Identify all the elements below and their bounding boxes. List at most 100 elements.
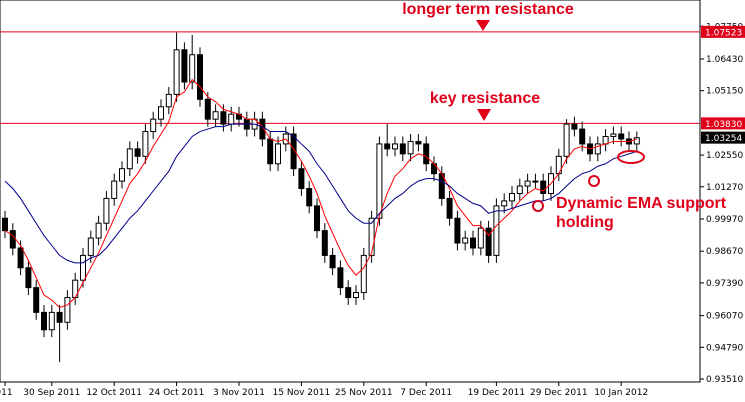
highlight-circle: [588, 175, 600, 187]
candle-body: [228, 113, 235, 125]
candle-body: [111, 180, 118, 199]
candle-body: [290, 133, 297, 170]
y-tick-label: 0.96070: [706, 312, 743, 322]
candle-body: [532, 180, 539, 183]
candle-body: [392, 143, 398, 150]
arrow: [476, 20, 490, 31]
x-tick-label: 24 Oct 2011: [149, 388, 205, 398]
plot-layer: 1.077501.064301.051501.025501.012700.999…: [0, 22, 745, 398]
level-label: 1.03830: [705, 120, 742, 130]
candle-body: [80, 254, 86, 281]
ema-line: [4, 123, 637, 264]
candle-body: [477, 227, 484, 249]
x-tick-label: 10 Jan 2012: [594, 388, 648, 398]
candle-body: [579, 128, 586, 145]
candle-body: [212, 111, 219, 120]
candle-body: [259, 118, 266, 140]
candle-body: [384, 143, 391, 150]
candle-body: [454, 217, 461, 244]
x-tick-label: 011: [0, 388, 13, 398]
candle-body: [360, 254, 367, 294]
x-tick-label: 30 Sep 2011: [23, 388, 80, 398]
candle-body: [368, 217, 375, 256]
x-tick-label: 15 Nov 2011: [273, 388, 331, 398]
annotation: key resistance: [430, 90, 540, 107]
candle-body: [462, 237, 469, 244]
candle-body: [298, 168, 305, 190]
candle-body: [103, 197, 110, 224]
candle-body: [516, 185, 523, 194]
candle-body: [501, 200, 508, 207]
x-tick-label: 19 Dec 2011: [468, 388, 526, 398]
y-tick-label: 1.02550: [706, 151, 743, 161]
candle-body: [95, 222, 102, 239]
candle-body: [571, 123, 578, 130]
candle-body: [610, 133, 617, 137]
candle-body: [17, 247, 24, 269]
candle-body: [56, 311, 63, 323]
y-tick-label: 0.93510: [706, 375, 743, 385]
candle-body: [64, 297, 71, 323]
candle-body: [563, 123, 570, 157]
y-tick-label: 0.94790: [706, 343, 743, 353]
y-tick-label: 1.06430: [706, 55, 743, 65]
price-label-box: [701, 131, 745, 144]
candle-body: [399, 143, 406, 155]
candle-body: [485, 227, 492, 256]
candle-body: [376, 143, 383, 219]
candle-body: [493, 205, 500, 256]
candle-body: [415, 140, 422, 145]
candle-body: [470, 237, 476, 249]
candle-body: [345, 287, 352, 299]
level-label-box: [701, 25, 745, 38]
highlight-circle: [617, 150, 645, 164]
candle-body: [2, 217, 8, 232]
x-tick-label: 3 Nov 2011: [213, 388, 265, 398]
x-tick-label: 12 Oct 2011: [86, 388, 142, 398]
annotation: holding: [556, 214, 614, 231]
x-tick-label: 25 Nov 2011: [335, 388, 393, 398]
candle-body: [9, 230, 16, 249]
y-tick-label: 0.99970: [706, 215, 743, 225]
candle-body: [220, 111, 227, 125]
highlight-circle: [532, 200, 544, 212]
candle-body: [87, 237, 94, 256]
candle-body: [197, 54, 203, 100]
candle-body: [633, 137, 640, 145]
candle-body: [329, 254, 336, 269]
candle-body: [321, 230, 328, 256]
candle-body: [204, 98, 211, 120]
candle-body: [407, 140, 414, 155]
candle-body: [150, 118, 157, 133]
x-tick-label: 7 Dec 2011: [400, 388, 452, 398]
candle-body: [306, 188, 313, 207]
candle-body: [524, 180, 531, 187]
annotation: longer term resistance: [402, 1, 574, 18]
candle-body: [181, 49, 188, 83]
candle-body: [353, 292, 359, 299]
candle-body: [509, 192, 515, 202]
candle-body: [173, 49, 180, 95]
arrow: [477, 109, 491, 121]
candle-body: [41, 311, 47, 331]
plot-frame: [0, 0, 701, 383]
y-tick-label: 1.01270: [706, 183, 743, 193]
candle-body: [314, 205, 320, 232]
candle-body: [267, 138, 274, 165]
candle-body: [25, 267, 32, 289]
level-label: 1.07523: [705, 28, 742, 38]
candle-body: [446, 197, 453, 219]
y-tick-label: 0.97390: [706, 279, 743, 289]
candle-body: [540, 180, 547, 194]
annotation: Dynamic EMA support: [556, 195, 727, 212]
candle-body: [602, 135, 609, 145]
y-tick-label: 0.98670: [706, 247, 743, 257]
candle-body: [423, 143, 430, 165]
candle-body: [48, 311, 55, 331]
candle-body: [189, 54, 196, 83]
price-label: 1.03254: [705, 134, 742, 144]
ema-line: [4, 78, 637, 308]
x-tick-label: 29 Dec 2011: [530, 388, 588, 398]
candle-body: [134, 148, 141, 157]
